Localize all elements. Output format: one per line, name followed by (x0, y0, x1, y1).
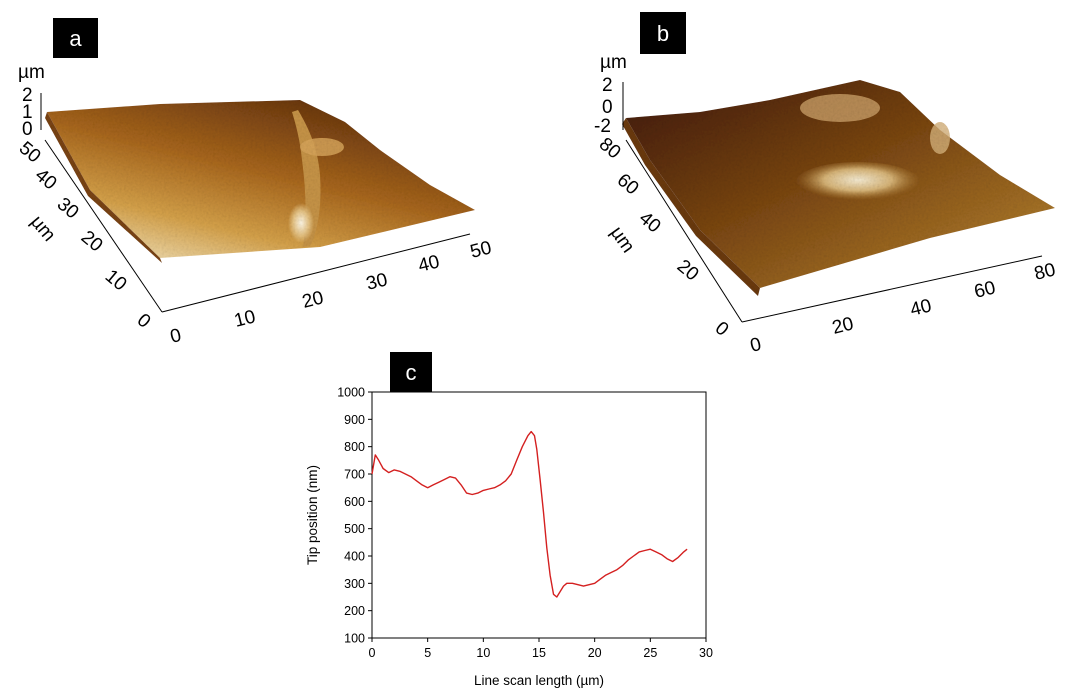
panel-c-x-tick-label: 20 (588, 646, 602, 660)
panel-b-z-unit: µm (600, 52, 627, 73)
panel-a-bump-top (300, 138, 344, 156)
panel-c-label: c (406, 360, 417, 385)
panel-b-x-tick-60: 60 (972, 277, 998, 302)
panel-c-x-axis-title: Line scan length (µm) (474, 673, 604, 688)
panel-a-y-label: µm (26, 212, 59, 246)
panel-c-x-tick-label: 15 (532, 646, 546, 660)
panel-b-x-axis (741, 255, 1043, 323)
panel-a-z-tick-1: 1 (22, 102, 33, 123)
panel-b-x-tick-80: 80 (1032, 259, 1058, 284)
panel-b-z-tick-neg2: -2 (594, 116, 611, 137)
panel-a-z-unit: µm (18, 62, 45, 83)
panel-c-y-tick-label: 200 (344, 604, 365, 618)
panel-b-y-tick-40: 40 (635, 208, 665, 238)
panel-b-x-tick-0: 0 (748, 334, 763, 357)
panel-c-y-axis-title: Tip position (nm) (305, 465, 320, 565)
panel-c-y-tick-label: 600 (344, 495, 365, 509)
panel-a-label: a (69, 26, 82, 51)
panel-b-surface-edge (622, 118, 760, 296)
panel-a-y-axis (44, 139, 163, 313)
panel-a-y-tick-40: 40 (31, 165, 61, 195)
panel-c-plot-frame (371, 391, 707, 639)
panel-b-y-axis (625, 139, 743, 323)
panel-c-y-tick-label: 300 (344, 577, 365, 591)
panel-a-x-tick-10: 10 (232, 306, 258, 331)
panel-c-x-tick-label: 30 (699, 646, 713, 660)
panel-b-y-tick-80: 80 (595, 134, 625, 164)
panel-a-z-ticks: 2 1 0 (22, 85, 33, 140)
panel-c-y-tick-label: 400 (344, 550, 365, 564)
panel-b: b µm 2 0 -2 80 60 40 20 0 µm 0 (594, 12, 1058, 357)
panel-c-y-ticks: 100 200 300 400 500 600 700 800 900 1000 (337, 386, 372, 646)
panel-c-label-box (390, 352, 432, 392)
panel-a-y-tick-0: 0 (133, 310, 155, 333)
panel-a-z-tick-2: 2 (22, 85, 33, 106)
panel-a-bump (288, 203, 314, 243)
panel-c-y-tick-label: 100 (344, 632, 365, 646)
panel-a-x-ticks: 0 10 20 30 40 50 (168, 237, 494, 347)
panel-b-blob-top (800, 94, 880, 122)
panel-b-label: b (657, 21, 669, 46)
panel-b-blob-large (796, 162, 920, 202)
panel-b-blob-right (930, 122, 950, 154)
panel-a-x-tick-20: 20 (300, 287, 326, 312)
panel-a-surface (45, 100, 475, 263)
panel-c-y-tick-label: 700 (344, 468, 365, 482)
panel-a-x-tick-30: 30 (364, 269, 390, 294)
panel-c-x-tick-label: 0 (369, 646, 376, 660)
panel-b-z-ticks: 2 0 -2 (594, 75, 613, 137)
panel-b-surface (622, 80, 1055, 296)
panel-a-x-axis (161, 233, 471, 313)
panel-c-x-tick-label: 10 (476, 646, 490, 660)
panel-b-y-tick-20: 20 (673, 256, 703, 286)
panel-c-y-tick-label: 500 (344, 522, 365, 536)
panel-c-x-tick-label: 5 (424, 646, 431, 660)
panel-a-y-tick-30: 30 (53, 194, 83, 224)
panel-c-x-tick-label: 25 (643, 646, 657, 660)
panel-a-label-box (53, 18, 98, 58)
panel-a: a µm 2 1 0 50 40 30 20 10 0 (15, 18, 494, 348)
panel-b-y-label: µm (606, 223, 639, 257)
panel-b-label-box (640, 12, 686, 54)
panel-b-z-tick-2: 2 (602, 75, 613, 96)
panel-a-x-tick-0: 0 (168, 325, 183, 348)
panel-c-y-tick-label: 1000 (337, 386, 365, 400)
panel-a-z-tick-0: 0 (22, 119, 33, 140)
panel-c-x-ticks: 0 5 10 15 20 25 30 (369, 638, 713, 660)
panel-a-y-tick-20: 20 (77, 227, 107, 257)
panel-b-x-tick-40: 40 (908, 295, 934, 320)
panel-a-x-tick-50: 50 (468, 237, 494, 262)
panel-b-z-tick-0: 0 (602, 97, 613, 118)
panel-c-y-tick-label: 800 (344, 440, 365, 454)
panel-a-y-tick-10: 10 (101, 266, 131, 296)
panel-a-x-tick-40: 40 (416, 251, 442, 276)
panel-a-axes (40, 93, 471, 313)
panel-c-y-tick-label: 900 (344, 413, 365, 427)
panel-b-x-tick-20: 20 (830, 313, 856, 338)
panel-b-y-tick-0: 0 (711, 318, 733, 341)
panel-c-series-line (371, 430, 688, 598)
panel-b-y-tick-60: 60 (613, 170, 643, 200)
panel-a-y-tick-50: 50 (15, 138, 45, 168)
panel-b-axes (622, 82, 1043, 323)
panel-b-x-ticks: 0 20 40 60 80 (748, 259, 1058, 356)
panel-a-surface-body (47, 100, 475, 258)
panel-c: c 100 200 300 400 500 600 700 800 900 1000 0 5 10 15… (305, 352, 713, 688)
